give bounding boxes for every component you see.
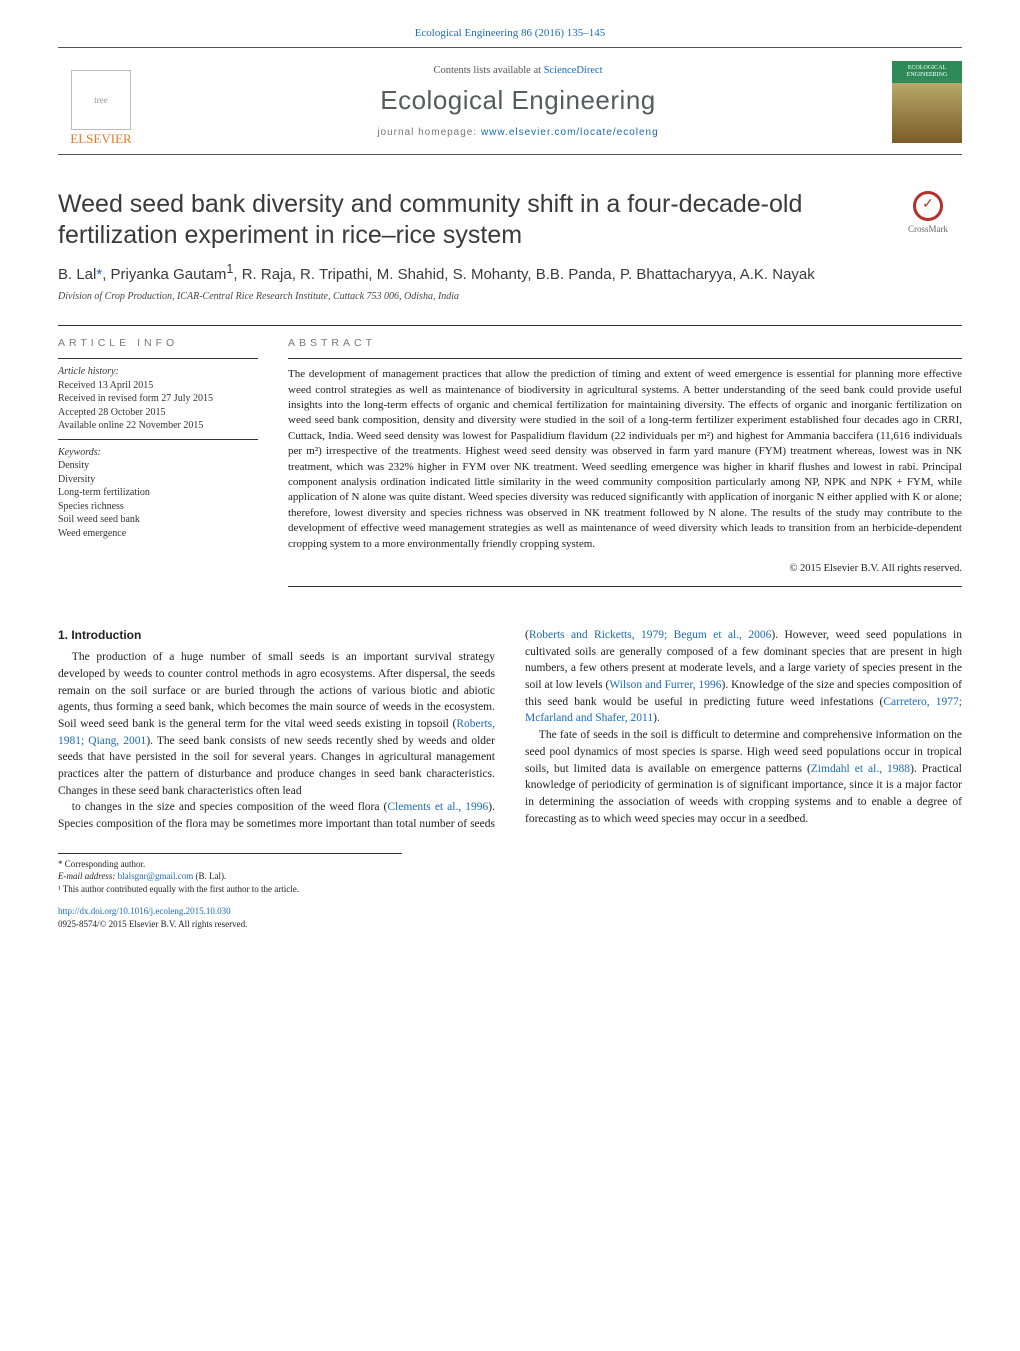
history-received: Received 13 April 2015 [58, 379, 258, 393]
publisher-name: ELSEVIER [70, 130, 131, 148]
abstract-copyright: © 2015 Elsevier B.V. All rights reserved… [288, 562, 962, 576]
masthead: tree ELSEVIER Contents lists available a… [58, 47, 962, 155]
cover-title: ECOLOGICAL ENGINEERING [892, 61, 962, 83]
doi-block: http://dx.doi.org/10.1016/j.ecoleng.2015… [58, 905, 962, 929]
equal-contribution-note: ¹ This author contributed equally with t… [58, 883, 402, 896]
abstract-header: ABSTRACT [288, 336, 962, 350]
history-label: Article history: [58, 366, 119, 377]
corresponding-author-note: * Corresponding author. [58, 858, 402, 871]
sciencedirect-link[interactable]: ScienceDirect [544, 65, 603, 76]
footnotes: * Corresponding author. E-mail address: … [58, 853, 402, 896]
history-revised: Received in revised form 27 July 2015 [58, 392, 258, 406]
citation-link[interactable]: Clements et al., 1996 [387, 801, 488, 813]
crossmark-badge[interactable]: ✓ CrossMark [894, 189, 962, 237]
intro-paragraph: The production of a huge number of small… [58, 649, 495, 799]
citation-link[interactable]: Zimdahl et al., 1988 [811, 763, 910, 775]
journal-cover-thumb: ECOLOGICAL ENGINEERING [892, 61, 962, 143]
article-info-column: ARTICLE INFO Article history: Received 1… [58, 326, 258, 587]
journal-homepage-link[interactable]: www.elsevier.com/locate/ecoleng [481, 127, 659, 138]
crossmark-icon: ✓ [913, 191, 943, 221]
keyword: Diversity [58, 473, 258, 487]
contents-line: Contents lists available at ScienceDirec… [144, 64, 892, 78]
cover-image [892, 83, 962, 143]
elsevier-tree-icon: tree [71, 70, 131, 130]
abstract-text: The development of management practices … [288, 367, 962, 552]
intro-paragraph: The fate of seeds in the soil is difficu… [525, 727, 962, 827]
article-title: Weed seed bank diversity and community s… [58, 189, 876, 252]
journal-reference: Ecological Engineering 86 (2016) 135–145 [58, 22, 962, 47]
citation-link[interactable]: Roberts and Ricketts, 1979; Begum et al.… [529, 629, 772, 641]
authors-line: B. Lal*, Priyanka Gautam1, R. Raja, R. T… [58, 261, 962, 285]
history-online: Available online 22 November 2015 [58, 419, 258, 433]
section-heading-intro: 1. Introduction [58, 627, 495, 643]
journal-name: Ecological Engineering [144, 83, 892, 118]
body-columns: 1. Introduction The production of a huge… [58, 627, 962, 833]
crossmark-label: CrossMark [908, 223, 948, 235]
abstract-column: ABSTRACT The development of management p… [288, 326, 962, 587]
history-accepted: Accepted 28 October 2015 [58, 406, 258, 420]
author-email-link[interactable]: blalsgnr@gmail.com [118, 871, 194, 881]
citation-link[interactable]: Wilson and Furrer, 1996 [609, 679, 721, 691]
doi-link[interactable]: http://dx.doi.org/10.1016/j.ecoleng.2015… [58, 906, 231, 916]
affiliation: Division of Crop Production, ICAR-Centra… [58, 290, 962, 304]
issn-copyright: 0925-8574/© 2015 Elsevier B.V. All right… [58, 918, 962, 930]
keywords-label: Keywords: [58, 447, 101, 458]
keyword: Soil weed seed bank [58, 513, 258, 527]
keyword: Long-term fertilization [58, 486, 258, 500]
email-line: E-mail address: blalsgnr@gmail.com (B. L… [58, 870, 402, 883]
publisher-logo: tree ELSEVIER [58, 56, 144, 148]
keyword: Species richness [58, 500, 258, 514]
keyword: Density [58, 459, 258, 473]
keyword: Weed emergence [58, 527, 258, 541]
article-info-header: ARTICLE INFO [58, 336, 258, 350]
homepage-line: journal homepage: www.elsevier.com/locat… [144, 126, 892, 140]
